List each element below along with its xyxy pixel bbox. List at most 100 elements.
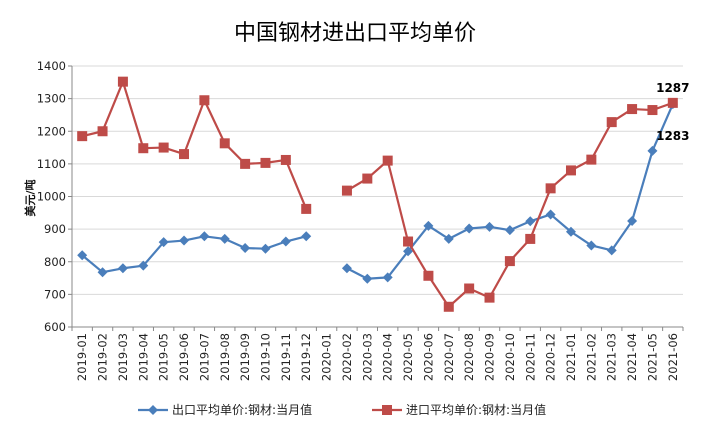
- series-line: [81, 80, 674, 308]
- x-tick-label: 2019-05: [157, 333, 171, 381]
- data-point: [219, 233, 230, 244]
- y-tick-labels: 600 700 800 900 1000 1100 1200 1300 1400: [37, 59, 66, 334]
- y-tick-label: 1000: [37, 190, 66, 204]
- data-point: [464, 223, 475, 234]
- data-point: [423, 270, 434, 281]
- data-point: [362, 173, 373, 184]
- x-tick-labels: 2019-01 2019-02 2019-03 2019-04 2019-05 2019-…: [75, 333, 680, 381]
- y-tick-label: 700: [44, 287, 66, 301]
- data-point: [260, 157, 271, 168]
- data-point: [77, 250, 88, 261]
- data-point: [545, 209, 556, 220]
- x-tick-label: 2020-01: [320, 333, 334, 381]
- data-point: [504, 256, 515, 267]
- x-tick-label: 2019-02: [96, 333, 110, 381]
- data-point: [667, 97, 678, 108]
- x-tick-label: 2020-11: [523, 333, 537, 381]
- data-point: [647, 105, 658, 116]
- data-point: [586, 240, 597, 251]
- legend-item-2: 进口平均单价:钢材:当月值: [372, 402, 546, 417]
- data-point: [280, 236, 291, 247]
- y-tick-label: 600: [44, 320, 66, 334]
- x-tick-label: 2019-10: [258, 333, 272, 381]
- data-point: [158, 237, 169, 248]
- data-point: [525, 216, 536, 227]
- series-2: [77, 76, 678, 312]
- data-point: [97, 267, 108, 278]
- data-point: [240, 158, 251, 169]
- data-point: [362, 273, 373, 284]
- data-point: [565, 165, 576, 176]
- y-axis-label: 美元/吨: [23, 179, 37, 216]
- grid: [72, 65, 683, 328]
- x-tick-label: 2020-10: [503, 333, 517, 381]
- x-tick-label: 2019-11: [279, 333, 293, 381]
- data-point: [301, 203, 312, 214]
- data-point: [627, 215, 638, 226]
- x-tick-label: 2021-05: [645, 333, 659, 381]
- x-tick-label: 2020-06: [421, 333, 435, 381]
- x-tick-label: 2021-03: [605, 333, 619, 381]
- x-tick-label: 2020-02: [340, 333, 354, 381]
- data-point: [240, 243, 251, 254]
- axes: [68, 65, 684, 331]
- data-point: [484, 221, 495, 232]
- x-tick-label: 2019-03: [116, 333, 130, 381]
- data-point: [504, 225, 515, 236]
- data-point: [606, 117, 617, 128]
- y-tick-label: 1300: [37, 92, 66, 106]
- chart-title: 中国钢材进出口平均单价: [234, 21, 476, 46]
- data-point: [117, 263, 128, 274]
- x-tick-label: 2020-04: [381, 333, 395, 381]
- legend: 出口平均单价:钢材:当月值 进口平均单价:钢材:当月值: [138, 402, 546, 417]
- data-point: [138, 143, 149, 154]
- legend-label: 进口平均单价:钢材:当月值: [406, 402, 546, 417]
- legend-label: 出口平均单价:钢材:当月值: [172, 402, 312, 417]
- y-tick-label: 900: [44, 222, 66, 236]
- data-label: 1283: [656, 129, 689, 143]
- y-tick-label: 1200: [37, 124, 66, 138]
- data-point: [403, 246, 414, 257]
- data-point: [586, 154, 597, 165]
- data-point: [423, 220, 434, 231]
- x-tick-label: 2021-02: [584, 333, 598, 381]
- data-label: 1287: [656, 81, 689, 95]
- y-tick-label: 800: [44, 255, 66, 269]
- series-line: [81, 103, 674, 280]
- data-point: [443, 233, 454, 244]
- x-tick-label: 2019-08: [218, 333, 232, 381]
- x-tick-label: 2020-09: [483, 333, 497, 381]
- x-tick-label: 2019-07: [197, 333, 211, 381]
- data-point: [301, 231, 312, 242]
- data-point: [443, 301, 454, 312]
- data-point: [382, 405, 392, 415]
- data-point: [565, 226, 576, 237]
- data-point: [148, 405, 158, 415]
- x-tick-label: 2020-05: [401, 333, 415, 381]
- data-point: [97, 126, 108, 137]
- x-tick-label: 2020-07: [442, 333, 456, 381]
- series-1: [77, 99, 678, 284]
- x-tick-label: 2019-04: [136, 333, 150, 381]
- data-point: [199, 95, 210, 106]
- x-tick-label: 2021-06: [666, 333, 680, 381]
- x-tick-label: 2019-12: [299, 333, 313, 381]
- x-tick-label: 2021-01: [564, 333, 578, 381]
- x-tick-label: 2019-09: [238, 333, 252, 381]
- data-point: [403, 236, 414, 247]
- x-tick-label: 2020-03: [360, 333, 374, 381]
- y-tick-label: 1400: [37, 59, 66, 73]
- y-axis-title: 美元/吨: [23, 179, 37, 216]
- data-point: [525, 233, 536, 244]
- data-point: [341, 263, 352, 274]
- data-point: [280, 154, 291, 165]
- data-point: [260, 243, 271, 254]
- data-point: [179, 149, 190, 160]
- data-point: [545, 183, 556, 194]
- x-tick-label: 2019-01: [75, 333, 89, 381]
- data-point: [179, 235, 190, 246]
- y-tick-label: 1100: [37, 157, 66, 171]
- x-tick-label: 2020-08: [462, 333, 476, 381]
- data-point: [117, 76, 128, 87]
